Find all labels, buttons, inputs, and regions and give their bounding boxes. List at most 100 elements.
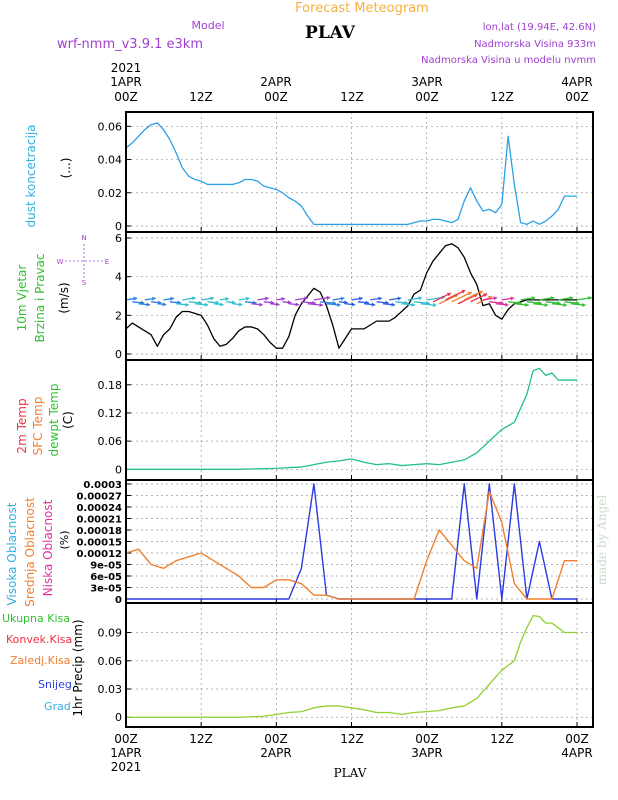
precip-label-total: Ukupna Kisa — [2, 612, 70, 625]
panel-frame — [125, 602, 594, 728]
top-tick-2: 00Z — [264, 90, 288, 104]
dust-panel: 0 0.02 0.04 0.06 — [98, 111, 594, 233]
wind-arrow-head — [259, 302, 263, 307]
wind-arrow-head — [467, 291, 472, 296]
temp-labels: 2m Temp SFC Temp dewpt Temp (C) — [15, 384, 75, 457]
y-tick-label: 6e-05 — [90, 572, 122, 583]
top-time-axis: 2021 1APR 2APR 3APR 4APR 00Z 12Z 00Z 12Z… — [110, 61, 592, 104]
y-tick-label: 0.06 — [98, 435, 123, 448]
cloud-panel: 03e-056e-059e-050.000120.000150.000180.0… — [76, 479, 594, 606]
wind-arrow-head — [510, 296, 515, 301]
y-tick-label: 0 — [115, 595, 122, 606]
model-elevation: Nadmorska Visina u modelu nvmm — [421, 55, 596, 66]
temp-unit: (C) — [61, 411, 75, 429]
precip-unit: 1hr Precip (mm) — [71, 619, 85, 716]
wind-arrow-head — [411, 302, 416, 307]
wind-arrow-head — [397, 296, 402, 301]
y-tick-label: 0 — [115, 711, 122, 724]
wind-arrow-head — [432, 302, 437, 308]
compass-s: S — [82, 279, 87, 287]
wind-arrow-head — [588, 296, 592, 301]
wind-arrow-head — [569, 296, 574, 301]
y-tick-label: 3e-05 — [90, 584, 122, 595]
footer-station: PLAV — [334, 766, 367, 780]
top-tick-5: 12Z — [490, 90, 514, 104]
cloud-label-mid: Srednja Oblacnost — [23, 497, 37, 607]
bottom-tick-3: 12Z — [340, 732, 364, 746]
wind-arrow-head — [185, 302, 189, 307]
series-line-0 — [126, 614, 577, 718]
precip-label-hail: Grad — [44, 700, 71, 713]
y-tick-label: 0.0003 — [83, 480, 122, 491]
top-tick-1: 12Z — [189, 90, 213, 104]
wind-arrow-head — [287, 300, 292, 305]
wind-unit: (m/s) — [57, 282, 71, 313]
precip-label-conv: Konvek.Kisa — [6, 633, 72, 646]
wind-arrow-head — [504, 302, 509, 307]
top-year: 2021 — [111, 61, 142, 75]
wind-arrow-head — [281, 297, 285, 302]
wind-arrow-head — [446, 292, 451, 297]
y-tick-label: 0.00024 — [76, 503, 122, 514]
wind-arrow-head — [162, 302, 167, 307]
station-name: PLAV — [305, 23, 356, 43]
wind-arrow-head — [319, 302, 324, 307]
bottom-tick-2: 00Z — [264, 732, 288, 746]
wind-arrow-shaft — [445, 289, 466, 301]
model-name: wrf-nmm_v3.9.1 e3km — [57, 37, 203, 52]
wind-arrow-head — [133, 296, 138, 301]
wind-arrow-head — [170, 296, 174, 301]
y-tick-label: 0.06 — [98, 655, 123, 668]
bottom-tick-0: 00Z — [114, 732, 138, 746]
top-date-3: 3APR — [411, 75, 442, 89]
series-line-1 — [125, 490, 577, 600]
y-tick-label: 0.00012 — [76, 549, 122, 560]
y-tick-label: 0.03 — [98, 683, 123, 696]
bottom-date-4: 4APR — [561, 746, 592, 760]
wind-arrow-head — [225, 296, 229, 302]
wind-arrow-head — [304, 296, 308, 301]
wind-label-1: 10m Vjetar — [15, 265, 29, 332]
y-tick-label: 0 — [115, 220, 122, 233]
wind-arrow-head — [344, 300, 348, 305]
bottom-date-2: 2APR — [260, 746, 291, 760]
top-date-4: 4APR — [561, 75, 592, 89]
dust-label: dust koncetracija — [24, 124, 38, 227]
wind-arrow-head — [488, 295, 493, 300]
wind-arrow-head — [371, 302, 376, 307]
panel-frame — [125, 231, 594, 361]
bottom-date-3: 3APR — [411, 746, 442, 760]
temp-label-sfc: SFC Temp — [31, 397, 45, 456]
wind-arrow-head — [340, 296, 345, 301]
wind-arrow-head — [245, 296, 250, 301]
precip-panel: 0 0.03 0.06 0.09 — [98, 602, 594, 728]
dust-labels: dust koncetracija (...) — [24, 124, 73, 227]
wind-arrow-head — [151, 296, 156, 301]
temp-label-dewpt: dewpt Temp — [47, 384, 61, 457]
wind-arrow-head — [493, 296, 498, 301]
wind-arrow-head — [264, 296, 269, 301]
station-elevation: Nadmorska Visina 933m — [474, 39, 596, 50]
top-tick-6: 00Z — [565, 90, 589, 104]
top-date-2: 2APR — [260, 75, 291, 89]
y-tick-label: 0.00015 — [76, 538, 122, 549]
y-tick-label: 0.00021 — [76, 515, 122, 526]
wind-arrow-shaft — [438, 294, 459, 305]
y-tick-label: 0.18 — [98, 379, 123, 392]
wind-arrow-head — [483, 293, 488, 298]
wind-arrow-head — [582, 302, 586, 307]
wind-arrow-head — [326, 295, 331, 300]
wind-arrow-head — [146, 302, 150, 307]
compass-n: N — [81, 234, 86, 242]
y-tick-label: 0.00018 — [76, 526, 122, 537]
top-tick-4: 00Z — [415, 90, 439, 104]
panel-frame — [125, 359, 594, 481]
bottom-time-axis: 00Z 12Z 00Z 12Z 00Z 12Z 00Z 1APR 2APR 3A… — [110, 732, 592, 774]
y-tick-label: 0 — [115, 463, 122, 476]
y-tick-label: 6 — [115, 232, 122, 245]
wind-arrow-head — [531, 296, 536, 301]
wind-arrow-head — [295, 302, 300, 307]
y-tick-label: 0.06 — [98, 120, 123, 133]
wind-arrow-head — [544, 302, 549, 307]
